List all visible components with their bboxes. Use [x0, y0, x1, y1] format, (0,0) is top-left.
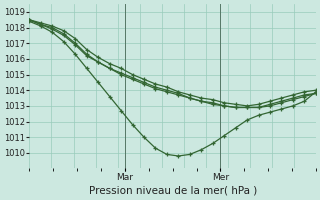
X-axis label: Pression niveau de la mer( hPa ): Pression niveau de la mer( hPa ) — [89, 186, 257, 196]
